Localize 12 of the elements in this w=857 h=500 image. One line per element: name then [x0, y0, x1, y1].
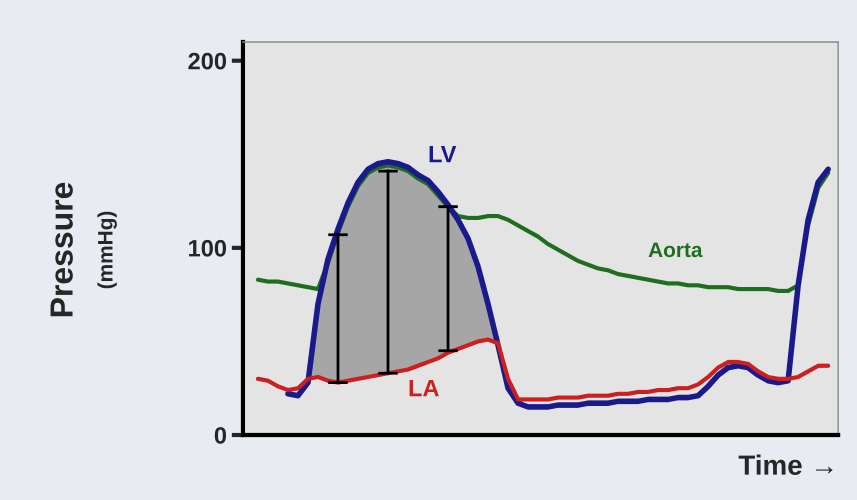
point	[386, 169, 390, 173]
series-label: LA	[410, 380, 439, 396]
line-series	[256, 337, 830, 402]
x-axis-title: Time →	[738, 454, 832, 475]
point	[336, 233, 340, 236]
y-axis-title: Pressure (mmHg)	[50, 182, 117, 316]
series-label: Aorta	[648, 242, 703, 258]
y-tick-label: 0	[214, 427, 226, 444]
point	[446, 204, 450, 208]
y-tick-label: 100	[189, 240, 226, 257]
y-tick-label: 200	[188, 52, 226, 70]
series-label: LV	[430, 146, 456, 162]
